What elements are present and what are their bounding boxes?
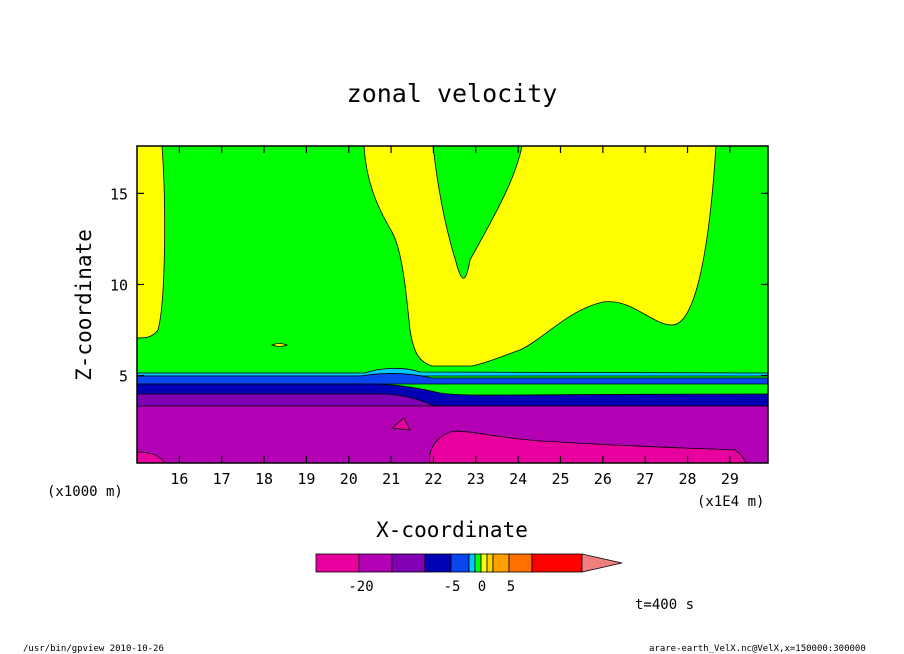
region-yellow-center [363, 146, 717, 367]
colorbar-segment [424, 553, 452, 573]
colorbar-segment [486, 553, 494, 573]
x-tick-label: 20 [340, 470, 358, 488]
chart-title: zonal velocity [347, 79, 558, 108]
colorbar-segment [492, 553, 510, 573]
colorbar-segment [391, 553, 426, 573]
region-yellow-small [270, 343, 289, 347]
colorbar-segment [450, 553, 470, 573]
x-axis-unit: (x1E4 m) [697, 494, 764, 510]
plot-frame [136, 145, 769, 464]
colorbar-extend-arrow [581, 553, 623, 573]
x-tick-label: 17 [213, 470, 231, 488]
colorbar-tick-label: 5 [507, 579, 515, 595]
x-tick-label: 23 [467, 470, 485, 488]
y-tick-label: 15 [110, 185, 128, 203]
colorbar-segment [358, 553, 393, 573]
x-tick-label: 19 [297, 470, 315, 488]
x-tick-label: 21 [382, 470, 400, 488]
x-tick-label: 28 [679, 470, 697, 488]
y-axis-title: Z-coordinate [72, 229, 96, 381]
colorbar: -20 -5 0 5 [315, 553, 623, 595]
x-tick-label: 16 [170, 470, 188, 488]
region-magenta-bottom [429, 430, 747, 463]
y-axis-unit: (x1000 m) [47, 484, 123, 500]
colorbar-segment [315, 553, 360, 573]
x-tick-label: 18 [255, 470, 273, 488]
colorbar-tick-label: 0 [478, 579, 486, 595]
x-tick-label: 29 [721, 470, 739, 488]
x-tick-label: 22 [424, 470, 442, 488]
time-label: t=400 s [635, 597, 694, 613]
x-tick-label: 25 [551, 470, 569, 488]
colorbar-segment [480, 553, 488, 573]
band-cyan-edge [137, 367, 768, 377]
footer-left: /usr/bin/gpview 2010-10-26 [23, 644, 164, 654]
footer-right: arare-earth_VelX.nc@VelX,x=150000:300000 [649, 644, 866, 654]
region-yellow-left [137, 146, 166, 339]
axis-ticks: 16 17 18 19 20 21 22 23 24 25 26 27 28 29 5 10 15 [110, 146, 768, 488]
colorbar-tick-label: -20 [348, 579, 373, 595]
colorbar-segment [468, 553, 476, 573]
x-tick-label: 24 [509, 470, 527, 488]
x-tick-label: 26 [594, 470, 612, 488]
x-tick-label: 27 [636, 470, 654, 488]
colorbar-segment [531, 553, 583, 573]
x-axis-title: X-coordinate [376, 518, 528, 542]
region-magenta-small [391, 417, 411, 431]
y-tick-label: 10 [110, 276, 128, 294]
colorbar-segment [508, 553, 533, 573]
colorbar-tick-label: -5 [444, 579, 461, 595]
y-tick-label: 5 [119, 368, 128, 386]
colorbar-segment [474, 553, 482, 573]
region-magenta-corner [137, 451, 166, 463]
plot-area [137, 146, 768, 463]
band-light-blue [137, 373, 768, 385]
